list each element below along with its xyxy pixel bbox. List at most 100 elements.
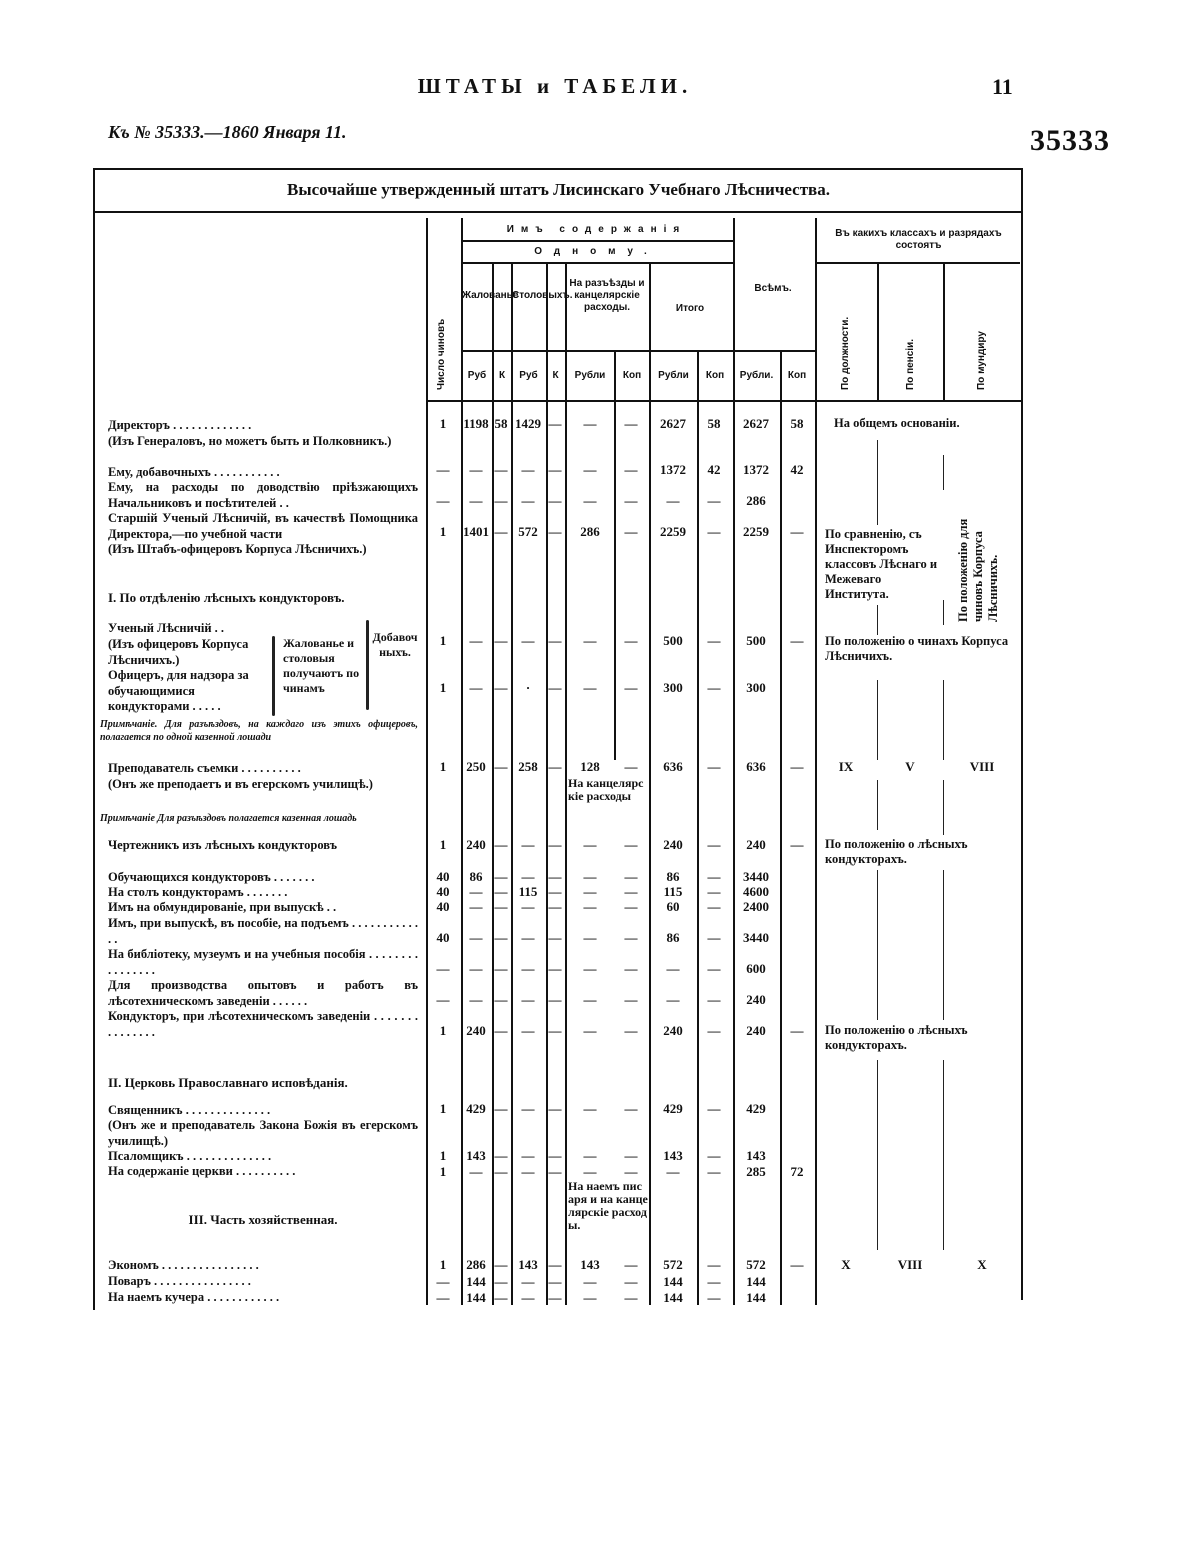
class-column-rule	[877, 680, 878, 760]
cell-travel-kop: —	[624, 1101, 638, 1116]
header-kop: Коп	[622, 370, 642, 381]
cell-total-kop: —	[790, 633, 804, 648]
cell-total-rub: 2259	[743, 524, 769, 539]
cell-salary-rub: —	[469, 1164, 483, 1179]
cell-table-kop: —	[548, 1164, 562, 1179]
cell-total-rub: 285	[746, 1164, 766, 1179]
row-label: Преподаватель съемки . . . . . . . . . .	[108, 761, 301, 775]
cell-travel-rub: —	[583, 1290, 597, 1305]
vertical-rule	[461, 218, 463, 1305]
cell-table-kop: —	[548, 462, 562, 477]
class-note-conductors: По положенію о лѣсныхъ кондукторахъ.	[825, 837, 968, 866]
cell-salary-kop: —	[494, 680, 508, 695]
cell-table-kop: —	[548, 1290, 562, 1305]
horizontal-rule	[461, 350, 733, 352]
horizontal-rule	[733, 350, 815, 352]
cell-table-rub: —	[521, 992, 535, 1007]
header-total: Всѣмъ.	[754, 283, 792, 294]
header-by-position: По должности.	[840, 316, 851, 390]
cell-subtotal-rub: —	[666, 961, 680, 976]
cell-total-rub: 636	[746, 759, 766, 774]
cell-salary-kop: —	[494, 1148, 508, 1163]
horizontal-rule	[817, 262, 1020, 264]
cell-table-kop: —	[548, 961, 562, 976]
class-rank-uniform: VIII	[969, 759, 995, 774]
row-label: Примѣчаніе Для разъѣздовъ полагается каз…	[100, 813, 357, 824]
horizontal-rule	[461, 240, 733, 242]
cell-salary-kop: —	[494, 524, 508, 539]
cell-salary-kop: —	[494, 462, 508, 477]
cell-total-rub: 2627	[743, 416, 769, 431]
cell-travel-rub: —	[583, 869, 597, 884]
cell-count: 40	[436, 930, 450, 945]
cell-travel-rub: —	[583, 1274, 597, 1289]
cell-salary-rub: —	[469, 961, 483, 976]
row-label: (Изъ Штабъ-офицеровъ Корпуса Лѣсничихъ.)	[108, 542, 367, 556]
law-reference: Къ № 35333.—1860 Января 11.	[108, 122, 347, 142]
cell-subtotal-rub: 300	[663, 680, 683, 695]
vertical-rule	[697, 350, 699, 1305]
cell-subtotal-rub: 115	[663, 884, 683, 899]
cell-salary-kop: —	[494, 869, 508, 884]
cell-subtotal-rub: 500	[663, 633, 683, 648]
cell-table-kop: —	[548, 759, 562, 774]
cell-subtotal-kop: 42	[707, 462, 721, 477]
row-label: Для производства опытовъ и работъ въ лѣс…	[108, 978, 418, 1008]
horizontal-rule	[93, 211, 1022, 213]
cell-salary-kop: —	[494, 961, 508, 976]
cell-table-kop: —	[548, 869, 562, 884]
cell-subtotal-rub: 240	[663, 837, 683, 852]
cell-count: 1	[439, 416, 447, 431]
bracket-salary-note: Жалованье и столовыя получаютъ по чинамъ	[283, 636, 360, 695]
row-label: Старшій Ученый Лѣсничій, въ качествѣ Пом…	[108, 511, 418, 541]
cell-travel-kop: —	[624, 899, 638, 914]
travel-note: На канцелярскіе расходы	[568, 776, 644, 803]
cell-count: 40	[436, 884, 450, 899]
cell-count: 1	[439, 1164, 447, 1179]
cell-table-rub: —	[521, 930, 535, 945]
cell-travel-rub: —	[583, 961, 597, 976]
cell-salary-rub: —	[469, 899, 483, 914]
class-rank-pension: VIII	[897, 1257, 923, 1272]
cell-subtotal-rub: 572	[663, 1257, 683, 1272]
cell-table-rub: —	[521, 1101, 535, 1116]
header-count: Число чиновъ	[436, 318, 447, 390]
cell-subtotal-kop: —	[707, 1164, 721, 1179]
cell-travel-kop: —	[624, 930, 638, 945]
cell-table-kop: —	[548, 680, 562, 695]
cell-table-rub: —	[521, 1148, 535, 1163]
vertical-rule	[93, 168, 95, 1310]
cell-travel-kop: —	[624, 992, 638, 1007]
cell-count: 1	[439, 524, 447, 539]
cell-travel-rub: —	[583, 899, 597, 914]
class-column-rule	[877, 440, 878, 525]
cell-table-rub: —	[521, 961, 535, 976]
row-label: Директоръ . . . . . . . . . . . . .	[108, 418, 252, 432]
row-label: Офицеръ, для надзора за обучающимися кон…	[108, 668, 249, 713]
bracket	[272, 636, 275, 716]
cell-count: —	[436, 1274, 450, 1289]
header-rubles: Рубли	[574, 370, 606, 381]
cell-total-rub: 1372	[743, 462, 769, 477]
cell-salary-rub: —	[469, 930, 483, 945]
cell-count: —	[436, 992, 450, 1007]
cell-table-rub: —	[521, 462, 535, 477]
row-label: На содержаніе церкви . . . . . . . . . .	[108, 1164, 296, 1178]
header-classes-group: Въ какихъ классахъ и разрядахъ состоятъ	[835, 228, 1002, 251]
cell-subtotal-kop: —	[707, 899, 721, 914]
header-subtotal: Итого	[675, 303, 705, 314]
cell-table-rub: —	[521, 899, 535, 914]
cell-subtotal-rub: 143	[663, 1148, 683, 1163]
table-title: Высочайше утвержденный штатъ Лисинскаго …	[287, 180, 830, 199]
cell-travel-rub: —	[583, 930, 597, 945]
cell-travel-rub: —	[583, 680, 597, 695]
cell-table-kop: —	[548, 1274, 562, 1289]
cell-salary-rub: 1401	[463, 524, 489, 539]
cell-salary-kop: —	[494, 493, 508, 508]
cell-travel-rub: 143	[580, 1257, 600, 1272]
cell-salary-rub: 144	[466, 1290, 486, 1305]
vertical-rule	[780, 350, 782, 1305]
cell-total-kop: 72	[790, 1164, 804, 1179]
cell-subtotal-kop: —	[707, 524, 721, 539]
cell-total-rub: 286	[746, 493, 766, 508]
